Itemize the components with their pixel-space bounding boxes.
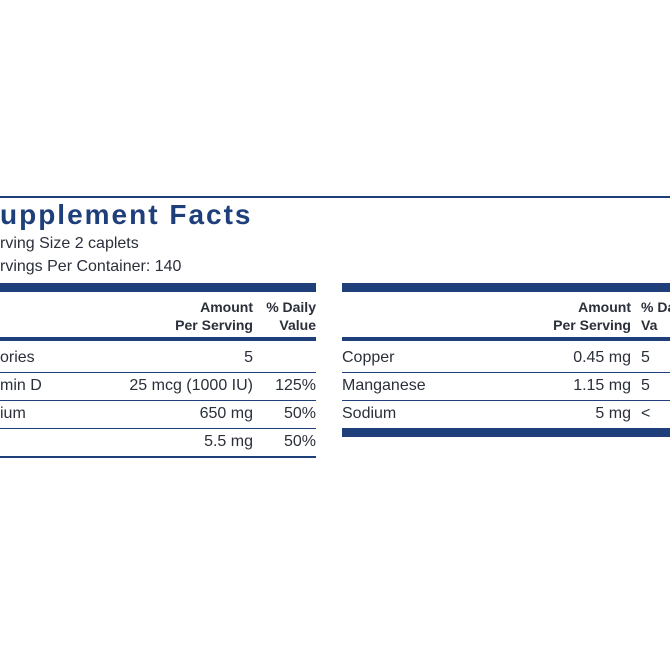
nutrient-name: ium [0,405,26,422]
nutrient-amount: 5.5 mg [204,433,253,450]
nutrient-name: Copper [342,349,395,366]
dv-header: Va [641,317,658,333]
nutrient-amount: 5 [244,349,253,366]
dv-header: Value [279,317,316,333]
amount-header: Amount [578,299,631,315]
amount-header: Per Serving [553,317,631,333]
row-rule [342,372,670,373]
thick-rule [342,283,670,292]
servings-per-container: rvings Per Container: 140 [0,258,182,275]
nutrient-amount: 0.45 mg [573,349,631,366]
nutrient-dv: 50% [283,405,316,422]
dv-header: % Da [641,299,670,315]
nutrient-name: ories [0,349,35,366]
bottom-rule [0,456,316,458]
top-rule [0,196,670,198]
header-rule [342,337,670,341]
serving-size: rving Size 2 caplets [0,235,139,252]
thick-rule [342,428,670,437]
nutrient-name: Sodium [342,405,397,422]
nutrient-amount: 650 mg [199,405,253,422]
dv-header: % Daily [266,299,316,315]
header-rule [0,337,316,341]
nutrient-dv: 5 [641,377,650,394]
row-rule [0,372,316,373]
nutrient-dv: 5 [641,349,650,366]
thick-rule [0,283,316,292]
amount-header: Per Serving [175,317,253,333]
nutrient-dv: < [641,405,651,422]
nutrient-name: min D [0,377,42,394]
nutrient-name: Manganese [342,377,426,394]
nutrient-amount: 1.15 mg [573,377,631,394]
nutrient-dv: 125% [275,377,316,394]
row-rule [0,400,316,401]
nutrient-amount: 25 mcg (1000 IU) [129,377,253,394]
row-rule [0,428,316,429]
label-title: upplement Facts [0,199,253,230]
row-rule [342,400,670,401]
amount-header: Amount [200,299,253,315]
nutrient-dv: 50% [283,433,316,450]
nutrient-amount: 5 mg [595,405,631,422]
